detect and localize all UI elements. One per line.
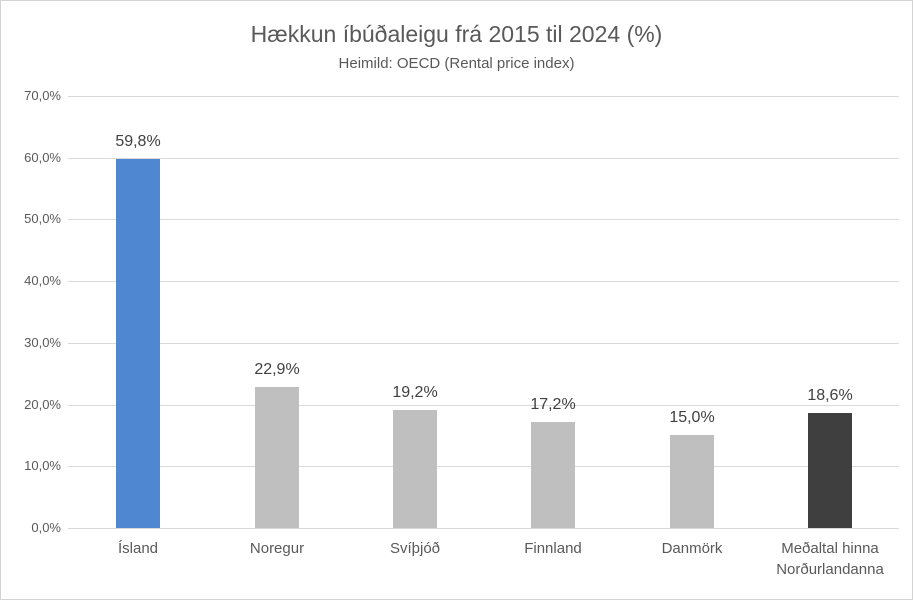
gridline — [68, 528, 899, 529]
y-tick-label: 40,0% — [24, 273, 61, 288]
gridline — [68, 343, 899, 344]
bar-value-label: 17,2% — [530, 396, 576, 413]
x-axis-category-label: Danmörk — [661, 540, 723, 557]
gridline — [68, 281, 899, 282]
gridline — [68, 219, 899, 220]
x-axis-category-label: Ísland — [117, 540, 159, 557]
y-tick-label: 20,0% — [24, 397, 61, 412]
chart-subtitle: Heimild: OECD (Rental price index) — [338, 55, 575, 72]
bar[interactable] — [255, 387, 299, 528]
bar[interactable] — [808, 413, 852, 528]
y-tick-label: 30,0% — [24, 335, 61, 350]
bar-value-label: 22,9% — [254, 361, 300, 378]
bar-value-label: 15,0% — [669, 409, 715, 426]
y-tick-label: 10,0% — [24, 458, 61, 473]
gridline — [68, 405, 899, 406]
bar[interactable] — [670, 435, 714, 528]
x-axis-category-label: Noregur — [249, 540, 305, 557]
bar-value-label: 18,6% — [807, 387, 853, 404]
x-axis-category-label: Meðaltal hinna Norðurlandanna — [776, 540, 884, 578]
bar-value-label: 59,8% — [115, 133, 161, 150]
y-tick-label: 0,0% — [31, 520, 61, 535]
x-axis-category-label: Finnland — [524, 540, 582, 557]
bar-value-label: 19,2% — [392, 384, 438, 401]
x-axis-category-label: Svíþjóð — [389, 540, 441, 557]
gridline — [68, 158, 899, 159]
bar[interactable] — [531, 422, 575, 528]
gridline — [68, 466, 899, 467]
bar[interactable] — [116, 159, 160, 528]
y-tick-label: 60,0% — [24, 150, 61, 165]
gridline — [68, 96, 899, 97]
bar[interactable] — [393, 410, 437, 528]
y-tick-label: 50,0% — [24, 211, 61, 226]
chart-title: Hækkun íbúðaleigu frá 2015 til 2024 (%) — [250, 21, 663, 47]
y-tick-label: 70,0% — [24, 88, 61, 103]
